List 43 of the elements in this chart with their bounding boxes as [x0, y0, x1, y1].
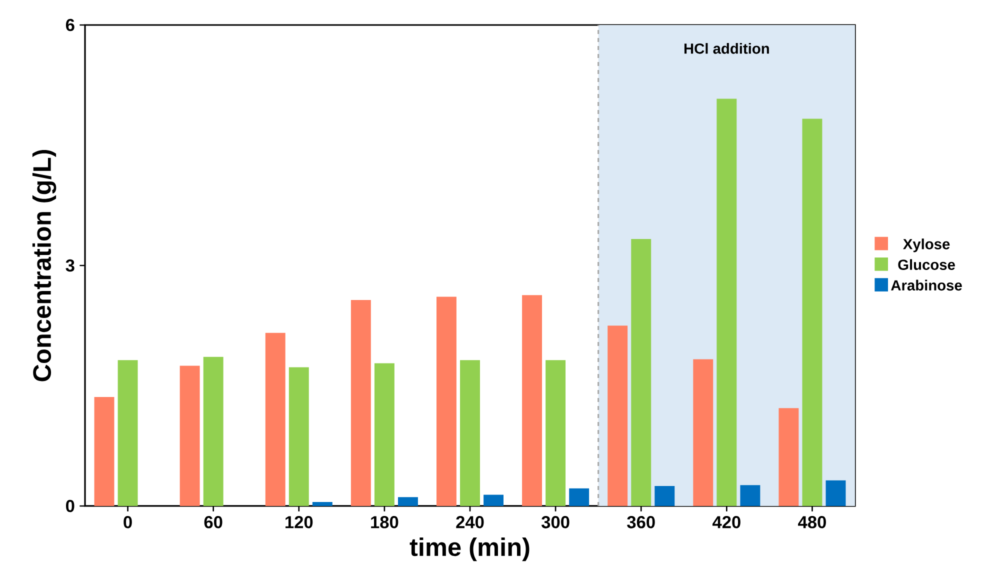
- bar: [460, 360, 480, 506]
- bar: [350, 300, 371, 506]
- y-tick-label: 6: [66, 18, 74, 32]
- bar: [608, 326, 628, 506]
- bar: [654, 486, 675, 506]
- bar: [398, 497, 418, 506]
- bar: [436, 296, 456, 506]
- bar: [94, 396, 114, 506]
- bar: [288, 367, 309, 506]
- y-tick-label: 0: [66, 500, 74, 512]
- bar: [484, 494, 504, 506]
- x-tick-label: 360: [627, 516, 655, 528]
- x-tick-label: 300: [541, 516, 570, 528]
- y-axis-title: Concentration (g/L): [32, 150, 56, 382]
- bar: [118, 360, 138, 506]
- x-tick-label: 420: [712, 516, 740, 528]
- legend-label: Glucose: [898, 259, 955, 270]
- bar: [631, 239, 652, 506]
- bar: [740, 485, 760, 506]
- bar: [522, 295, 542, 506]
- y-tick-label: 3: [66, 259, 74, 272]
- bar: [180, 366, 200, 506]
- bar: [693, 359, 714, 506]
- bar: [716, 98, 737, 506]
- bar: [778, 408, 799, 506]
- bar: [374, 363, 394, 506]
- legend-label: Arabinose: [891, 280, 962, 291]
- bar: [312, 502, 332, 506]
- bar: [569, 488, 590, 506]
- x-tick-label: 120: [286, 516, 313, 528]
- x-tick-label: 480: [798, 516, 826, 528]
- x-tick-label: 0: [124, 516, 132, 528]
- bar: [203, 356, 224, 506]
- x-tick-label: 60: [204, 516, 222, 528]
- bar: [546, 360, 566, 506]
- band-label: HCl addition: [684, 43, 769, 54]
- bar: [802, 118, 822, 506]
- x-tick-label: 240: [456, 516, 484, 528]
- x-axis-title: time (min): [410, 537, 530, 562]
- legend-label: Xylose: [903, 238, 950, 252]
- bar: [826, 480, 846, 506]
- x-tick-label: 180: [371, 516, 398, 528]
- bar: [265, 332, 286, 506]
